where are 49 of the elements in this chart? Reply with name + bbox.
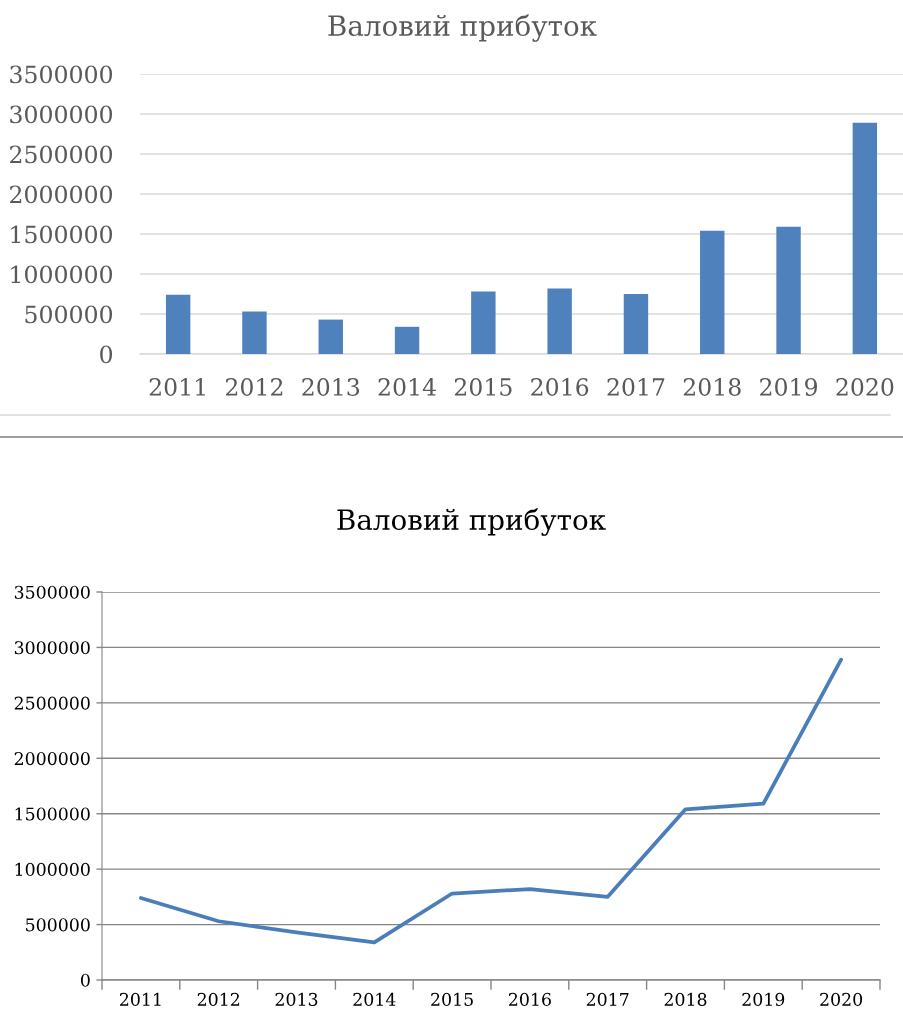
y-tick-label: 3500000 [14, 585, 90, 599]
y-tick-label: 3000000 [10, 105, 113, 124]
x-tick-label: 2020 [820, 992, 863, 1006]
x-tick-label: 2019 [742, 992, 785, 1006]
x-tick-label: 2016 [508, 992, 551, 1006]
x-tick-label: 2011 [149, 378, 205, 396]
x-tick-label: 2018 [664, 992, 707, 1006]
x-tick-label: 2012 [197, 992, 240, 1006]
bar [318, 319, 343, 354]
y-tick-label: 1500000 [15, 807, 90, 821]
x-tick-label: 2015 [454, 378, 512, 396]
x-tick-label: 2013 [302, 378, 360, 396]
x-tick-label: 2017 [607, 378, 665, 396]
x-tick-label: 2020 [836, 378, 894, 396]
y-tick-label: 500000 [26, 918, 90, 932]
chart-title: Валовий прибуток [328, 14, 597, 42]
y-tick-label: 500000 [25, 305, 113, 324]
y-tick-label: 1500000 [11, 225, 113, 244]
y-tick-label: 2000000 [14, 752, 90, 766]
y-tick-label: 1000000 [11, 265, 113, 284]
bar [776, 226, 801, 354]
y-tick-label: 1000000 [15, 862, 90, 876]
bar [547, 288, 572, 354]
x-tick-label: 2011 [119, 992, 161, 1006]
line-series [139, 657, 843, 945]
x-tick-label: 2018 [683, 378, 741, 396]
y-tick-label: 2500000 [14, 696, 90, 710]
x-tick-label: 2012 [226, 378, 283, 396]
x-tick-label: 2013 [275, 992, 318, 1006]
x-tick-label: 2015 [431, 992, 473, 1006]
bar [471, 291, 496, 354]
bar [623, 294, 649, 354]
y-tick-label: 3000000 [14, 641, 90, 655]
bar [852, 122, 878, 354]
bar [700, 230, 725, 354]
bar [394, 326, 420, 354]
y-tick-label: 3500000 [10, 65, 113, 84]
bar [242, 311, 267, 354]
y-tick-label: 0 [100, 345, 113, 364]
y-tick-label: 0 [80, 973, 90, 987]
y-tick-label: 2500000 [10, 145, 113, 164]
x-tick-label: 2014 [353, 992, 396, 1006]
x-tick-label: 2017 [586, 992, 629, 1006]
chart-title: Валовий прибуток [337, 508, 606, 536]
bar [165, 294, 191, 354]
x-tick-label: 2014 [378, 378, 436, 396]
x-tick-label: 2019 [760, 378, 817, 396]
x-tick-label: 2016 [531, 378, 589, 396]
y-tick-label: 2000000 [10, 185, 113, 204]
